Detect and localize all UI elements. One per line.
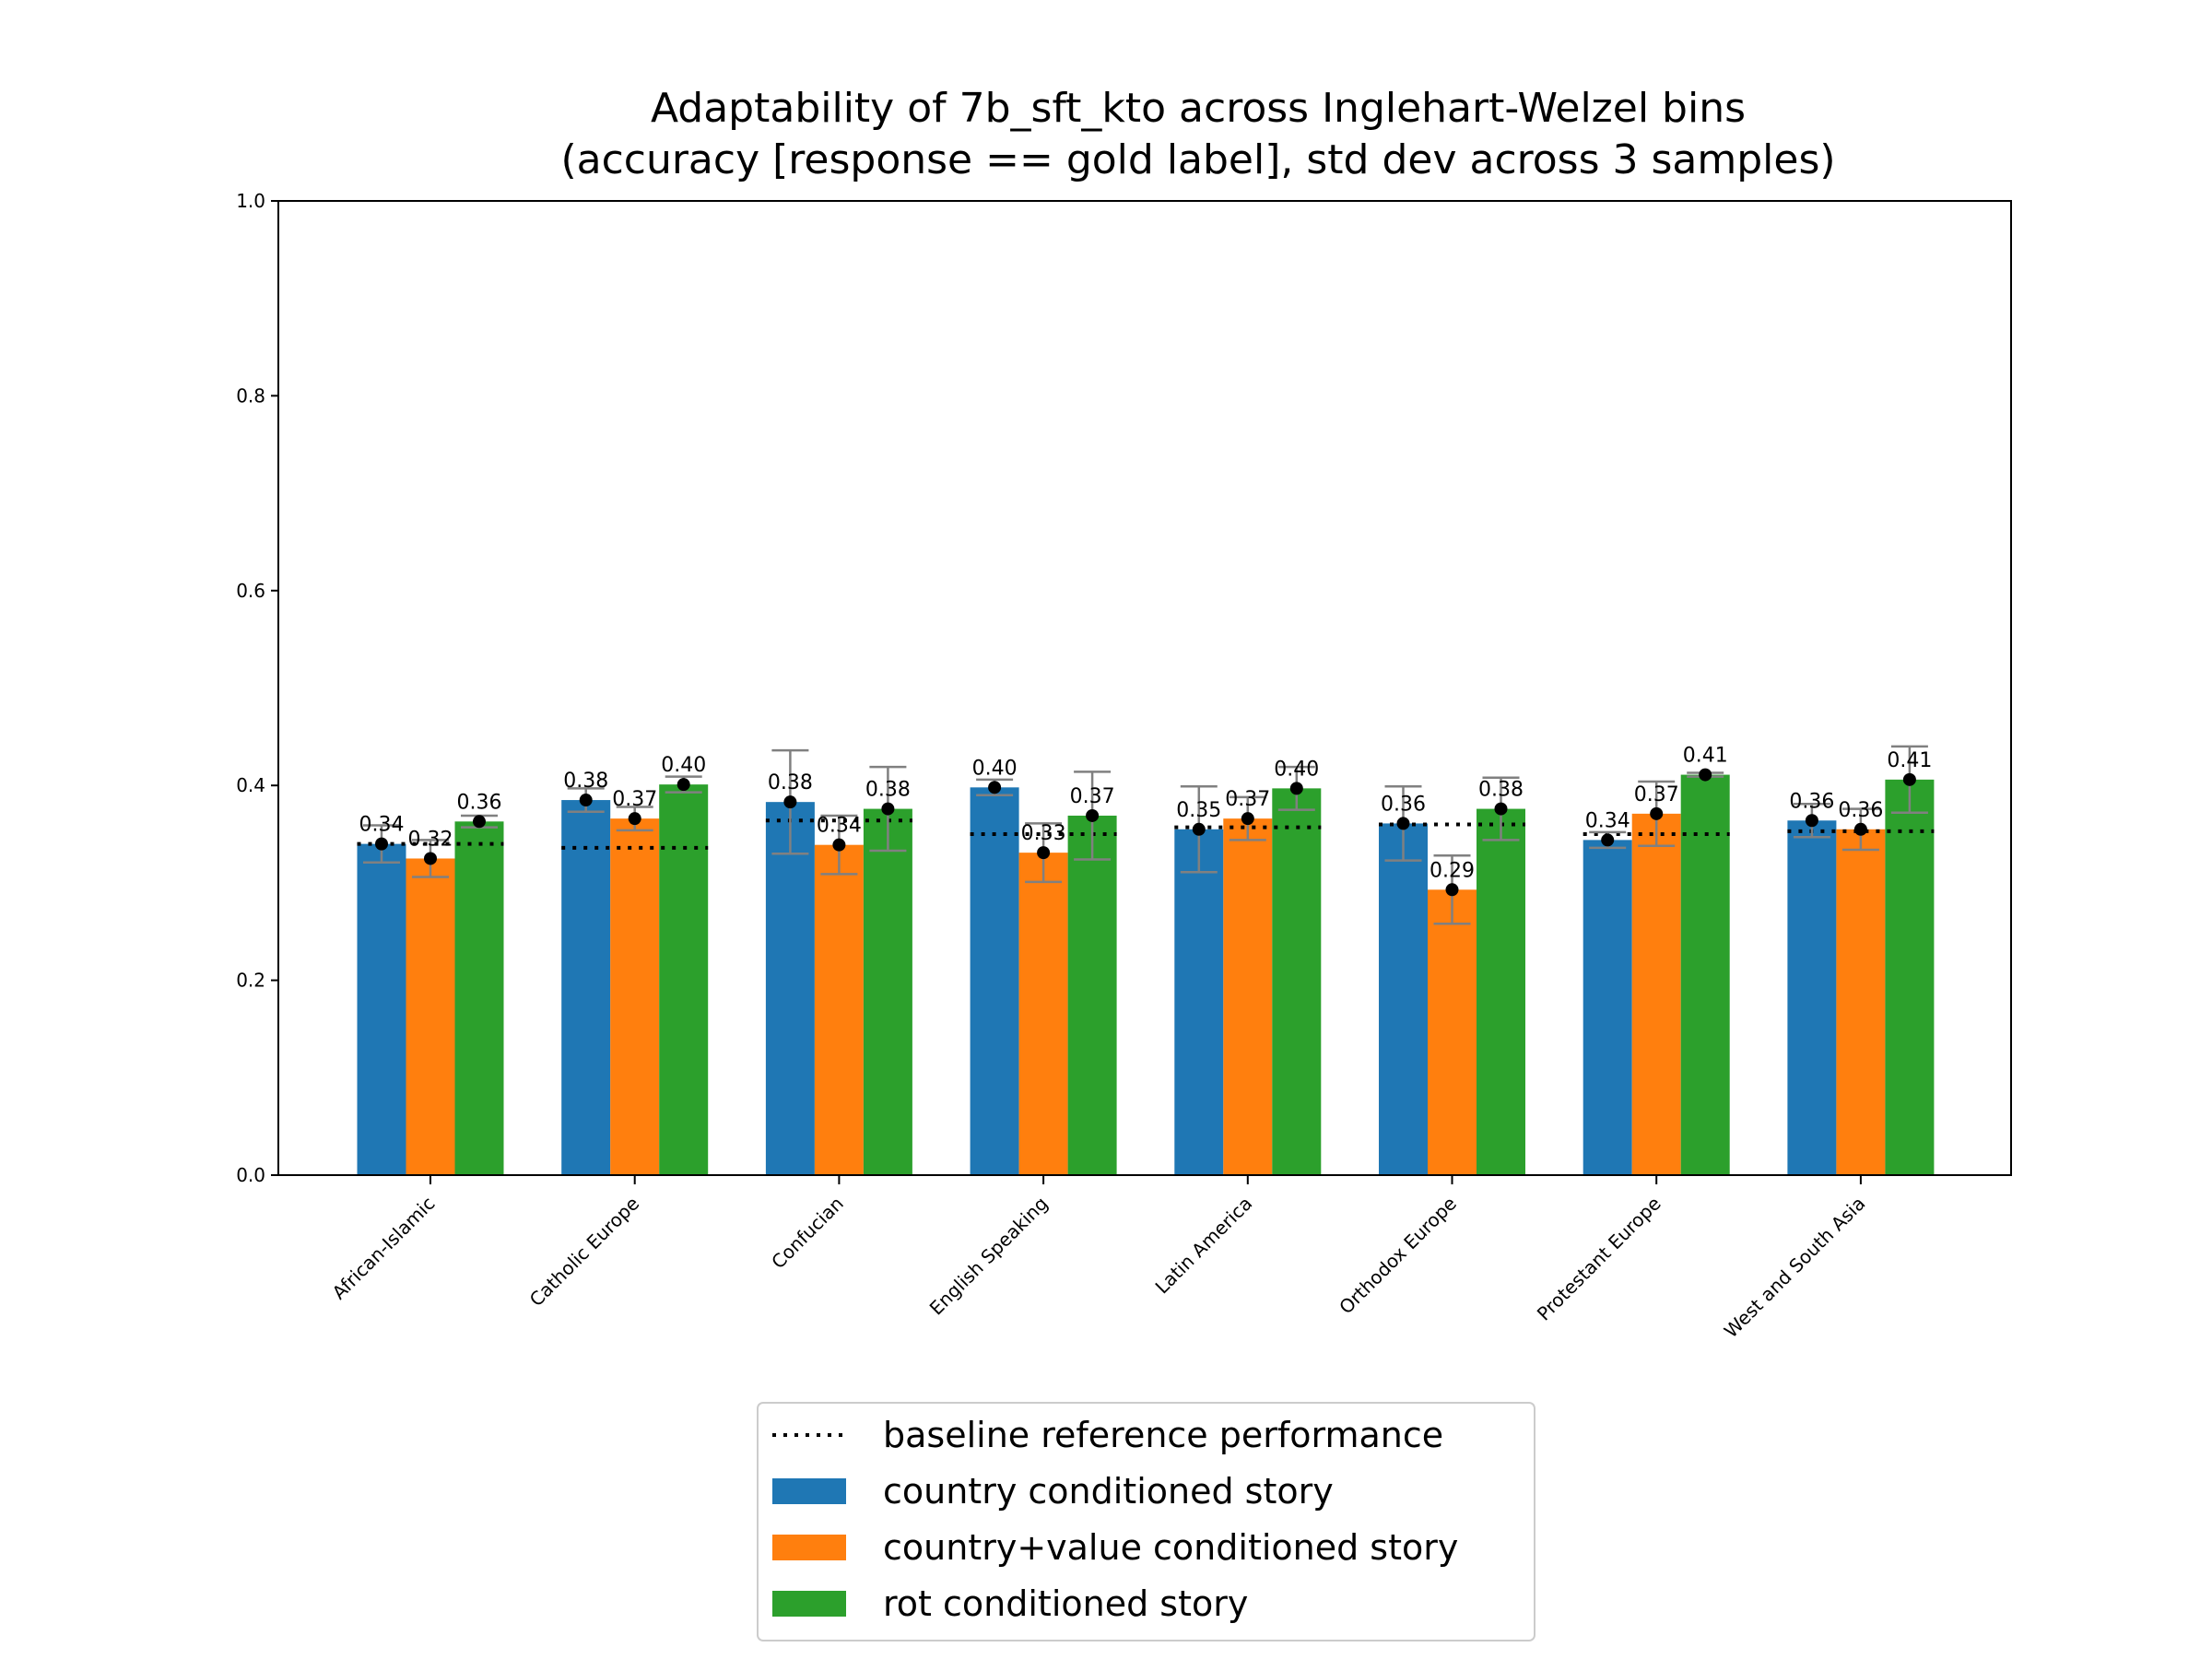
data-label: 0.38 [1478,779,1524,802]
legend-swatch [772,1591,846,1617]
bar-country [1379,823,1428,1175]
bar-country [561,800,611,1175]
mean-point [881,802,895,816]
data-label: 0.34 [359,814,405,837]
legend-label: country+value conditioned story [883,1527,1458,1568]
bar-country-value [1428,889,1477,1175]
bar-rot [454,821,504,1175]
mean-point [1601,833,1615,847]
data-label: 0.38 [768,771,813,794]
mean-point [1086,808,1100,822]
bar-country [1174,829,1224,1175]
data-label: 0.37 [612,788,657,811]
bar-rot [1680,774,1730,1175]
mean-point [1445,883,1459,897]
data-label: 0.41 [1887,749,1932,772]
mean-point [375,837,388,851]
mean-point [1241,812,1254,826]
mean-point [1396,817,1410,830]
bar-rot [863,808,912,1175]
legend-label: country conditioned story [883,1471,1334,1512]
mean-point [783,795,797,809]
bar-country [765,802,815,1175]
bar-country-value [1631,813,1681,1175]
legend-swatch [772,1535,846,1560]
legend-baseline-label: baseline reference performance [883,1415,1443,1455]
y-tick-label: 0.8 [236,384,265,406]
data-label: 0.40 [972,757,1018,780]
data-label: 0.38 [563,770,608,793]
y-tick-label: 0.2 [236,970,265,992]
mean-point [1902,772,1916,786]
data-label: 0.37 [1634,783,1679,806]
legend: baseline reference performance country co… [757,1402,1535,1641]
data-label: 0.36 [457,791,502,814]
mean-point [473,815,486,829]
bar-country [970,787,1019,1175]
data-label: 0.37 [1225,788,1270,811]
data-label: 0.36 [1838,799,1883,822]
bar-country-value [406,858,455,1175]
plot-frame [277,200,2012,1176]
legend-label: rot conditioned story [883,1583,1248,1624]
mean-point [579,794,593,807]
bar-country-value [1018,853,1068,1175]
data-label: 0.41 [1683,745,1728,768]
bar-rot [659,784,709,1175]
bar-country [357,843,406,1175]
bar-country-value [1836,829,1886,1175]
data-label: 0.32 [408,828,453,851]
data-label: 0.38 [865,779,911,802]
mean-point [1289,782,1303,795]
mean-point [1192,822,1206,836]
data-label: 0.35 [1176,799,1221,822]
y-tick-label: 0.4 [236,774,265,796]
y-tick-label: 0.0 [236,1164,265,1186]
data-label: 0.36 [1789,790,1834,813]
mean-point [1853,822,1867,836]
bar-rot [1885,779,1935,1175]
bar-country-value [610,818,660,1175]
mean-point [988,781,1002,794]
bar-country [1583,840,1632,1175]
y-tick-label: 1.0 [236,190,265,212]
mean-point [1650,806,1664,820]
mean-point [628,812,641,826]
bar-country [1787,820,1837,1175]
chart-subtitle: (accuracy [response == gold label], std … [560,136,1835,183]
mean-point [1805,814,1818,828]
mean-point [677,778,690,792]
bar-rot [1067,815,1117,1175]
bar-rot [1272,788,1322,1175]
bar-country-value [1223,818,1273,1175]
data-label: 0.33 [1021,822,1066,845]
data-label: 0.29 [1430,859,1475,882]
bar-rot [1477,808,1525,1175]
mean-point [832,838,846,852]
chart-title: Adaptability of 7b_sft_kto across Ingleh… [651,85,1746,132]
data-label: 0.34 [1585,809,1630,832]
mean-point [1699,768,1712,782]
data-label: 0.34 [817,815,862,838]
legend-swatch [772,1478,846,1504]
mean-point [1037,846,1051,860]
mean-point [1494,802,1508,816]
y-tick-label: 0.6 [236,580,265,602]
data-label: 0.40 [1274,758,1319,781]
data-label: 0.37 [1070,785,1115,808]
data-label: 0.40 [661,754,706,777]
data-label: 0.36 [1381,793,1426,816]
legend-box [757,1402,1535,1641]
mean-point [424,852,437,865]
bar-country-value [814,844,864,1175]
